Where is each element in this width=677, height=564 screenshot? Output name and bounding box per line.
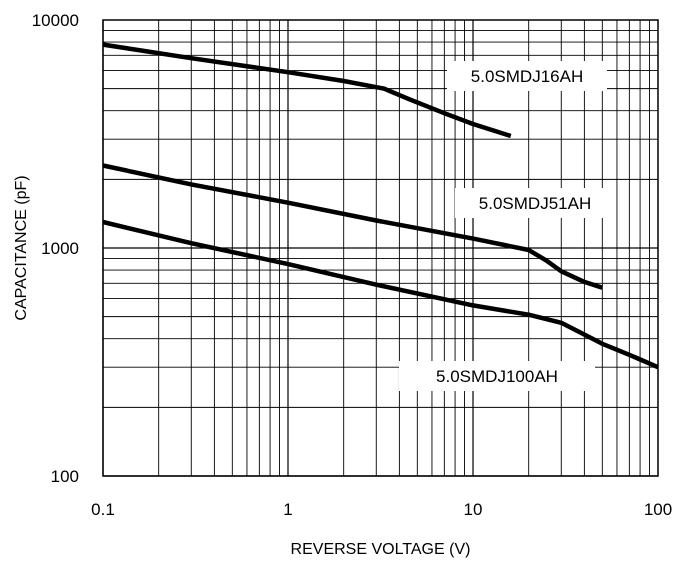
- x-tick-label: 0.1: [91, 500, 115, 519]
- grid: [102, 20, 658, 477]
- y-tick-label: 10000: [32, 11, 79, 30]
- series-line-3: [102, 219, 659, 370]
- series-label-bg: [399, 361, 595, 391]
- y-tick-label: 1000: [41, 239, 79, 258]
- x-tick-label: 100: [644, 500, 672, 519]
- series-label-bg: [447, 61, 607, 91]
- series-label-2: 5.0SMDJ51AH: [455, 188, 615, 218]
- y-axis-title: CAPACITANCE (pF): [13, 175, 30, 320]
- x-axis-title: REVERSE VOLTAGE (V): [291, 541, 471, 558]
- plot-frame: [102, 19, 659, 477]
- series-lines: [102, 42, 659, 370]
- series-label-1: 5.0SMDJ16AH: [447, 61, 607, 91]
- tick-labels: 0.1 1 10 100 100 1000 10000: [32, 11, 672, 519]
- series-label-text: 5.0SMDJ100AH: [436, 367, 558, 386]
- series-label-3: 5.0SMDJ100AH: [399, 361, 595, 391]
- series-label-text: 5.0SMDJ16AH: [471, 67, 583, 86]
- series-label-bg: [455, 188, 615, 218]
- y-tick-label: 100: [51, 467, 79, 486]
- series-line-1: [102, 42, 512, 139]
- series-labels: 5.0SMDJ16AH 5.0SMDJ51AH 5.0SMDJ100AH: [399, 61, 615, 391]
- x-tick-label: 10: [464, 500, 483, 519]
- x-tick-label: 1: [283, 500, 292, 519]
- series-line-2: [102, 163, 603, 290]
- series-label-text: 5.0SMDJ51AH: [479, 194, 591, 213]
